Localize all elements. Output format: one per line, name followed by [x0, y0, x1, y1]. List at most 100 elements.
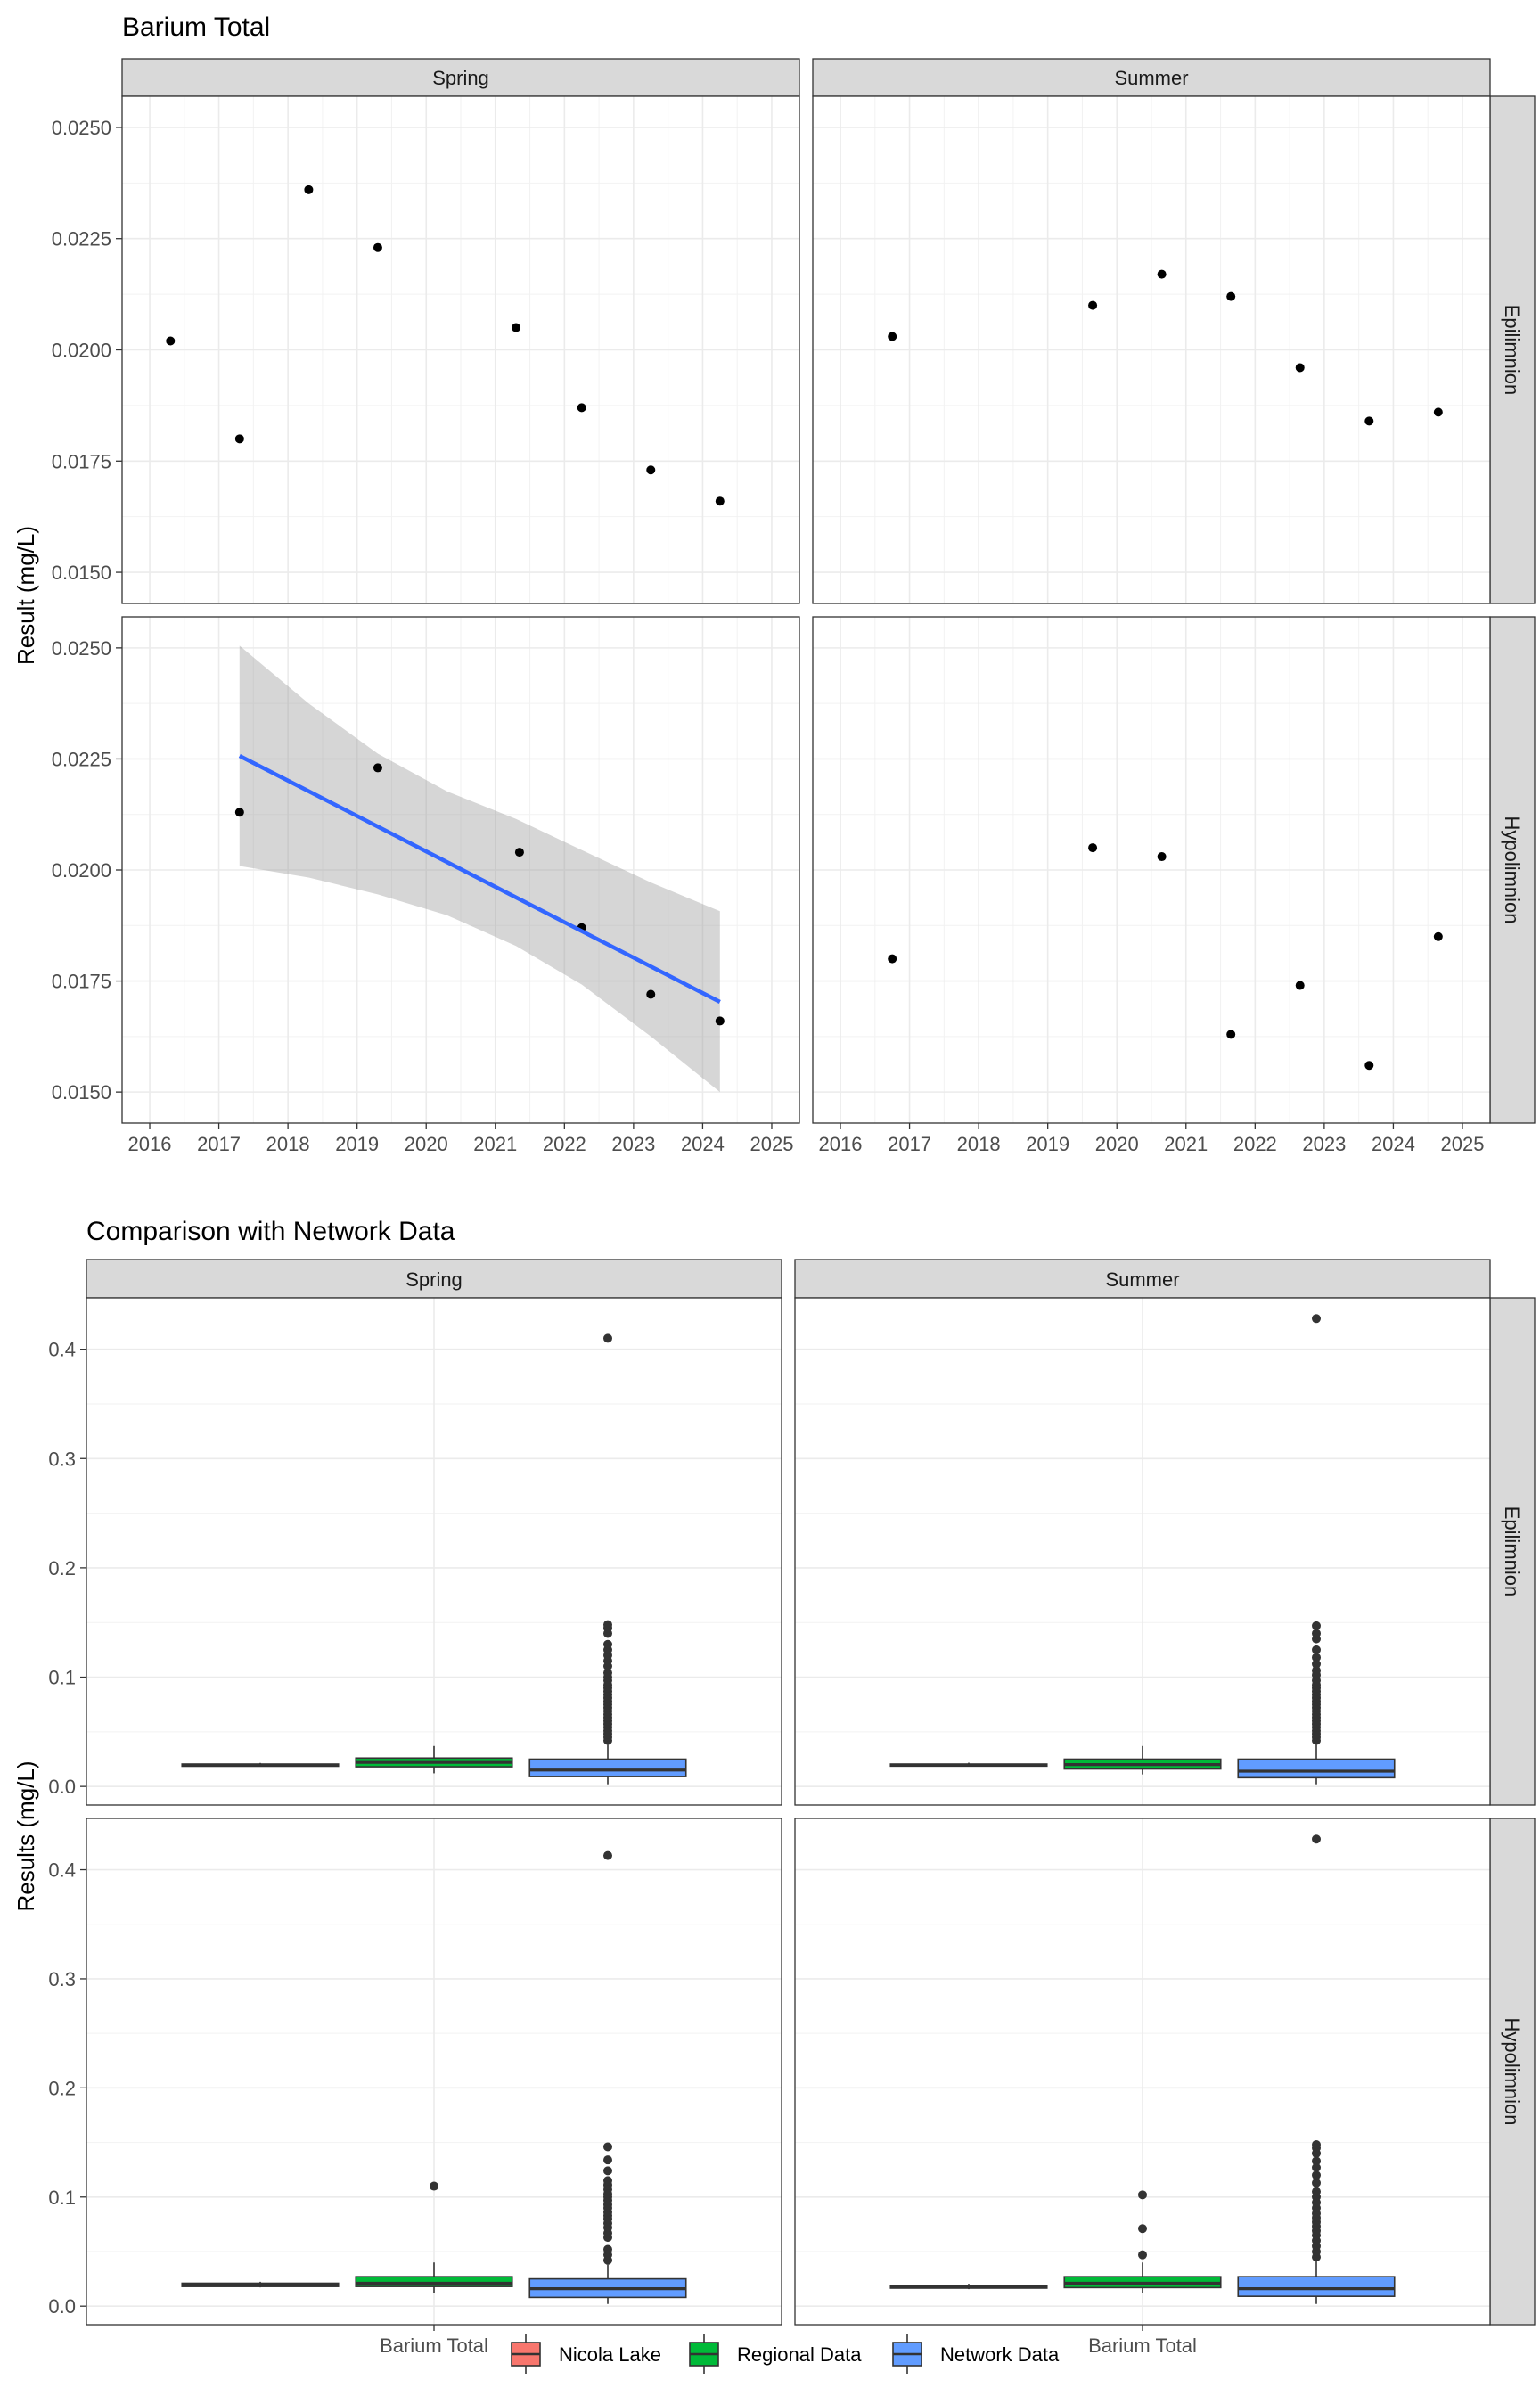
x-tick-label: 2023	[1302, 1133, 1346, 1155]
data-point	[1364, 416, 1374, 426]
facet-strip-row	[1489, 95, 1536, 604]
facet-strip-row	[1489, 616, 1536, 1124]
panel-border	[812, 95, 1491, 604]
legend-label: Regional Data	[737, 2343, 862, 2366]
facet-strip-col	[812, 58, 1491, 97]
y-tick-label: 0.0225	[52, 748, 111, 770]
legend-item: Regional Data	[689, 2334, 862, 2374]
data-point	[888, 332, 897, 341]
y-tick-label: 0.0225	[52, 228, 111, 250]
facet-strip-col-label: Summer	[1114, 67, 1188, 89]
facet-strip-col-label: Summer	[1105, 1268, 1179, 1291]
panel-border	[794, 1297, 1491, 1806]
box-nicola-lake	[181, 2281, 340, 2288]
data-point	[888, 954, 897, 964]
scatter-chart: Barium Total Result (mg/L) Spring Summer E…	[12, 12, 1536, 1155]
legend-label: Network Data	[940, 2343, 1060, 2366]
data-point	[1088, 300, 1098, 310]
y-tick-label: 0.0150	[52, 1081, 111, 1104]
outlier-point	[1138, 2190, 1147, 2200]
x-tick-label: 2016	[128, 1133, 172, 1155]
confidence-band	[239, 645, 720, 1093]
legend: Nicola Lake Regional Data Network Data	[511, 2334, 1060, 2374]
x-tick-label: 2021	[473, 1133, 517, 1155]
box-nicola-lake	[889, 2284, 1048, 2290]
x-tick-label: 2019	[1026, 1133, 1069, 1155]
data-point	[1433, 931, 1443, 941]
outlier-point	[603, 1668, 612, 1678]
panel-spring-hypolimnion	[86, 1818, 782, 2326]
chart-title: Barium Total	[122, 12, 270, 42]
panel-spring-hypolimnion	[121, 616, 800, 1124]
x-tick-label: 2022	[543, 1133, 586, 1155]
data-point	[715, 496, 725, 506]
x-tick-label: 2025	[750, 1133, 794, 1155]
box-network-data	[528, 1850, 687, 2304]
box-regional-data	[1063, 2190, 1222, 2293]
outlier-point	[1138, 2224, 1147, 2234]
x-tick-label: 2024	[681, 1133, 725, 1155]
facet-strip-row-label: Hypolimnion	[1501, 816, 1523, 923]
x-tick-label: 2020	[405, 1133, 448, 1155]
data-point	[512, 323, 521, 332]
panel-spring-epilimnion	[121, 95, 800, 604]
boxplot-chart: Comparison with Network Data Results (mg…	[12, 1217, 1536, 2357]
data-point	[1157, 269, 1167, 279]
data-point	[646, 465, 656, 475]
box-nicola-lake	[889, 1762, 1048, 1768]
panel-border	[86, 1297, 782, 1806]
outlier-point	[603, 2176, 612, 2186]
outlier-point	[603, 1850, 612, 1860]
box-body	[1237, 2276, 1396, 2297]
legend-item: Nicola Lake	[511, 2334, 661, 2374]
y-tick-label: 0.0200	[52, 340, 111, 362]
y-tick-label: 0.0175	[52, 450, 111, 472]
panel-summer-epilimnion	[794, 1297, 1491, 1806]
facet-strip-col	[794, 1259, 1491, 1299]
facet-strip-col-label: Spring	[432, 67, 489, 89]
data-point	[234, 434, 244, 444]
data-point	[166, 336, 176, 346]
x-tick-label: 2024	[1372, 1133, 1415, 1155]
outlier-point	[1312, 2162, 1321, 2172]
chart-title: Comparison with Network Data	[86, 1217, 455, 1246]
facet-strip-row-label: Epilimnion	[1501, 305, 1523, 396]
y-tick-label: 0.4	[48, 1339, 76, 1361]
outlier-point	[603, 2142, 612, 2152]
x-tick-label: 2016	[819, 1133, 863, 1155]
y-tick-label: 0.2	[48, 2077, 76, 2099]
outlier-point	[1312, 1659, 1321, 1669]
box-regional-data	[1063, 1745, 1222, 1775]
data-point	[1295, 363, 1305, 373]
outlier-point	[603, 2244, 612, 2254]
x-tick-label: Barium Total	[1088, 2334, 1197, 2357]
box-body	[1237, 1758, 1396, 1779]
box-body	[355, 2276, 513, 2287]
facet-strip-col-label: Spring	[405, 1268, 463, 1291]
x-tick-label: 2018	[266, 1133, 310, 1155]
outlier-point	[1312, 1645, 1321, 1654]
y-tick-label: 0.1	[48, 2187, 76, 2209]
y-tick-label: 0.3	[48, 1448, 76, 1470]
data-point	[577, 403, 586, 413]
y-tick-label: 0.0250	[52, 117, 111, 139]
x-tick-label: 2017	[197, 1133, 241, 1155]
y-tick-label: 0.0250	[52, 637, 111, 660]
facet-strip-col	[121, 58, 800, 97]
outlier-point	[1312, 2178, 1321, 2187]
outlier-point	[1312, 1621, 1321, 1630]
outlier-point	[603, 1620, 612, 1629]
data-point	[715, 1016, 725, 1026]
outlier-point	[1312, 1629, 1321, 1638]
data-point	[1157, 852, 1167, 862]
data-point	[646, 989, 656, 999]
y-tick-label: 0.4	[48, 1859, 76, 1882]
outlier-point	[1312, 2156, 1321, 2166]
x-tick-label: Barium Total	[380, 2334, 488, 2357]
box-nicola-lake	[181, 1762, 340, 1768]
panel-border	[812, 616, 1491, 1124]
y-tick-label: 0.0	[48, 2295, 76, 2318]
panel-summer-hypolimnion	[794, 1818, 1491, 2326]
trend-line	[238, 753, 721, 1004]
